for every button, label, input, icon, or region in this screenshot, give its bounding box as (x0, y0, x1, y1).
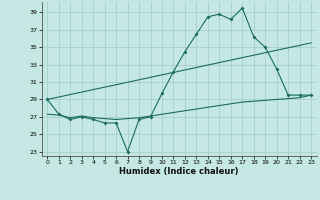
X-axis label: Humidex (Indice chaleur): Humidex (Indice chaleur) (119, 167, 239, 176)
